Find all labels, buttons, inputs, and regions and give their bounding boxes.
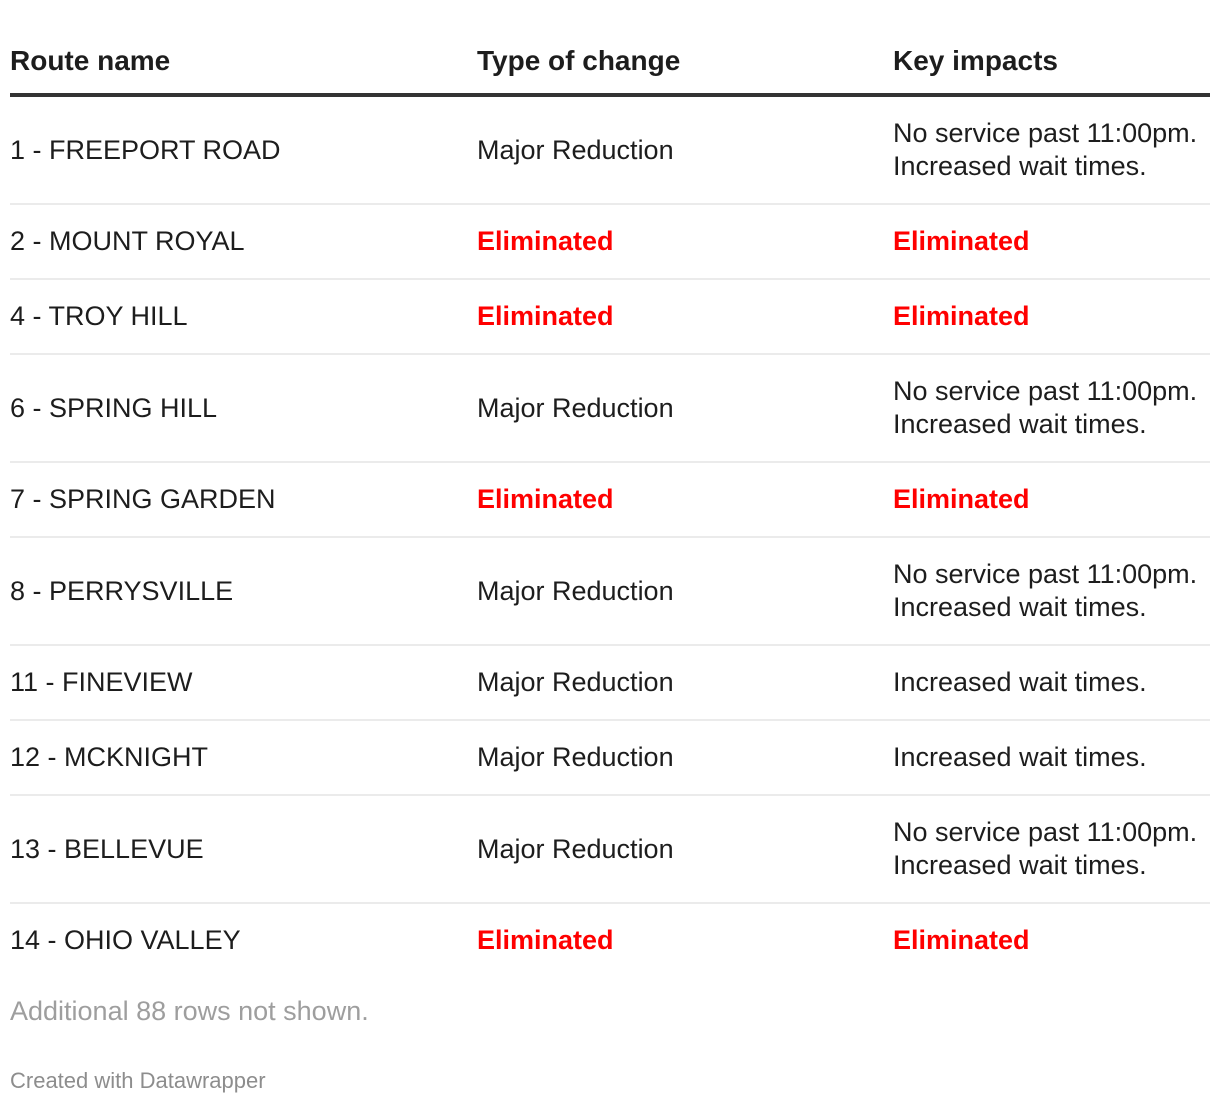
- route-name-cell: 13 - BELLEVUE: [10, 795, 477, 904]
- impact-line: Eliminated: [893, 226, 1030, 256]
- column-header-type-of-change: Type of change: [477, 0, 893, 97]
- impact-line: No service past 11:00pm.: [893, 817, 1198, 847]
- type-of-change-cell: Major Reduction: [477, 795, 893, 904]
- route-name-cell: 8 - PERRYSVILLE: [10, 537, 477, 646]
- key-impacts-cell: Increased wait times.: [893, 645, 1210, 721]
- header-row: Route name Type of change Key impacts: [10, 0, 1210, 97]
- type-of-change-cell: Eliminated: [477, 462, 893, 538]
- table-row: 8 - PERRYSVILLE Major Reduction No service…: [10, 537, 1210, 646]
- route-name-cell: 11 - FINEVIEW: [10, 645, 477, 721]
- rows-not-shown-note: Additional 88 rows not shown.: [10, 996, 369, 1026]
- column-header-key-impacts: Key impacts: [893, 0, 1210, 97]
- table-header: Route name Type of change Key impacts: [10, 0, 1210, 97]
- type-of-change-cell: Major Reduction: [477, 354, 893, 463]
- type-of-change-cell: Eliminated: [477, 204, 893, 280]
- route-name-cell: 14 - OHIO VALLEY: [10, 925, 241, 955]
- key-impacts-cell: Eliminated: [893, 462, 1210, 538]
- impact-line: No service past 11:00pm.: [893, 376, 1198, 406]
- table-row: 13 - BELLEVUE Major Reduction No service p…: [10, 795, 1210, 904]
- table-row: 1 - FREEPORT ROAD Major Reduction No servi…: [10, 95, 1210, 205]
- impact-line: Increased wait times.: [893, 742, 1147, 772]
- table-row: 7 - SPRING GARDEN Eliminated Eliminated: [10, 462, 1210, 538]
- route-name-cell: 1 - FREEPORT ROAD: [10, 95, 477, 205]
- route-name-cell: 2 - MOUNT ROYAL: [10, 204, 477, 280]
- type-of-change-cell: Major Reduction: [477, 537, 893, 646]
- impact-line: Increased wait times.: [893, 592, 1147, 622]
- key-impacts-cell: No service past 11:00pm. Increased wait t…: [893, 537, 1210, 646]
- route-name-cell: 7 - SPRING GARDEN: [10, 462, 477, 538]
- table-body: 1 - FREEPORT ROAD Major Reduction No servi…: [10, 95, 1210, 977]
- impact-line: Eliminated: [893, 301, 1030, 331]
- datawrapper-attribution-link[interactable]: Created with Datawrapper: [10, 1068, 266, 1093]
- impact-line: Increased wait times.: [893, 409, 1147, 439]
- type-of-change-cell: Major Reduction: [477, 645, 893, 721]
- key-impacts-cell: No service past 11:00pm. Increased wait t…: [893, 95, 1210, 205]
- routes-table: Route name Type of change Key impacts 1 …: [10, 0, 1210, 977]
- table-row: 6 - SPRING HILL Major Reduction No service…: [10, 354, 1210, 463]
- impact-line: Increased wait times.: [893, 667, 1147, 697]
- table-row: 12 - MCKNIGHT Major Reduction Increased wa…: [10, 720, 1210, 796]
- key-impacts-cell: Eliminated: [893, 204, 1210, 280]
- key-impacts-cell: No service past 11:00pm. Increased wait t…: [893, 354, 1210, 463]
- route-name-cell: 4 - TROY HILL: [10, 279, 477, 355]
- key-impacts-cell: Eliminated: [893, 903, 1210, 977]
- type-of-change-cell: Eliminated: [477, 279, 893, 355]
- key-impacts-cell: No service past 11:00pm. Increased wait t…: [893, 795, 1210, 904]
- key-impacts-cell: Increased wait times.: [893, 720, 1210, 796]
- table-row: 11 - FINEVIEW Major Reduction Increased wa…: [10, 645, 1210, 721]
- impact-line: Increased wait times.: [893, 850, 1147, 880]
- type-of-change-cell: Major Reduction: [477, 720, 893, 796]
- impact-line: No service past 11:00pm.: [893, 118, 1198, 148]
- impact-line: Eliminated: [893, 484, 1030, 514]
- impact-line: No service past 11:00pm.: [893, 559, 1198, 589]
- key-impacts-cell: Eliminated: [893, 279, 1210, 355]
- table-row: 14 - OHIO VALLEY Eliminated Eliminated: [10, 903, 1210, 977]
- route-name-cell: 12 - MCKNIGHT: [10, 720, 477, 796]
- type-of-change-cell: Eliminated: [477, 925, 614, 955]
- impact-line: Increased wait times.: [893, 151, 1147, 181]
- route-name-cell: 6 - SPRING HILL: [10, 354, 477, 463]
- type-of-change-cell: Major Reduction: [477, 95, 893, 205]
- table-row: 2 - MOUNT ROYAL Eliminated Eliminated: [10, 204, 1210, 280]
- impact-line: Eliminated: [893, 925, 1030, 955]
- column-header-route-name: Route name: [10, 0, 477, 97]
- table-row: 4 - TROY HILL Eliminated Eliminated: [10, 279, 1210, 355]
